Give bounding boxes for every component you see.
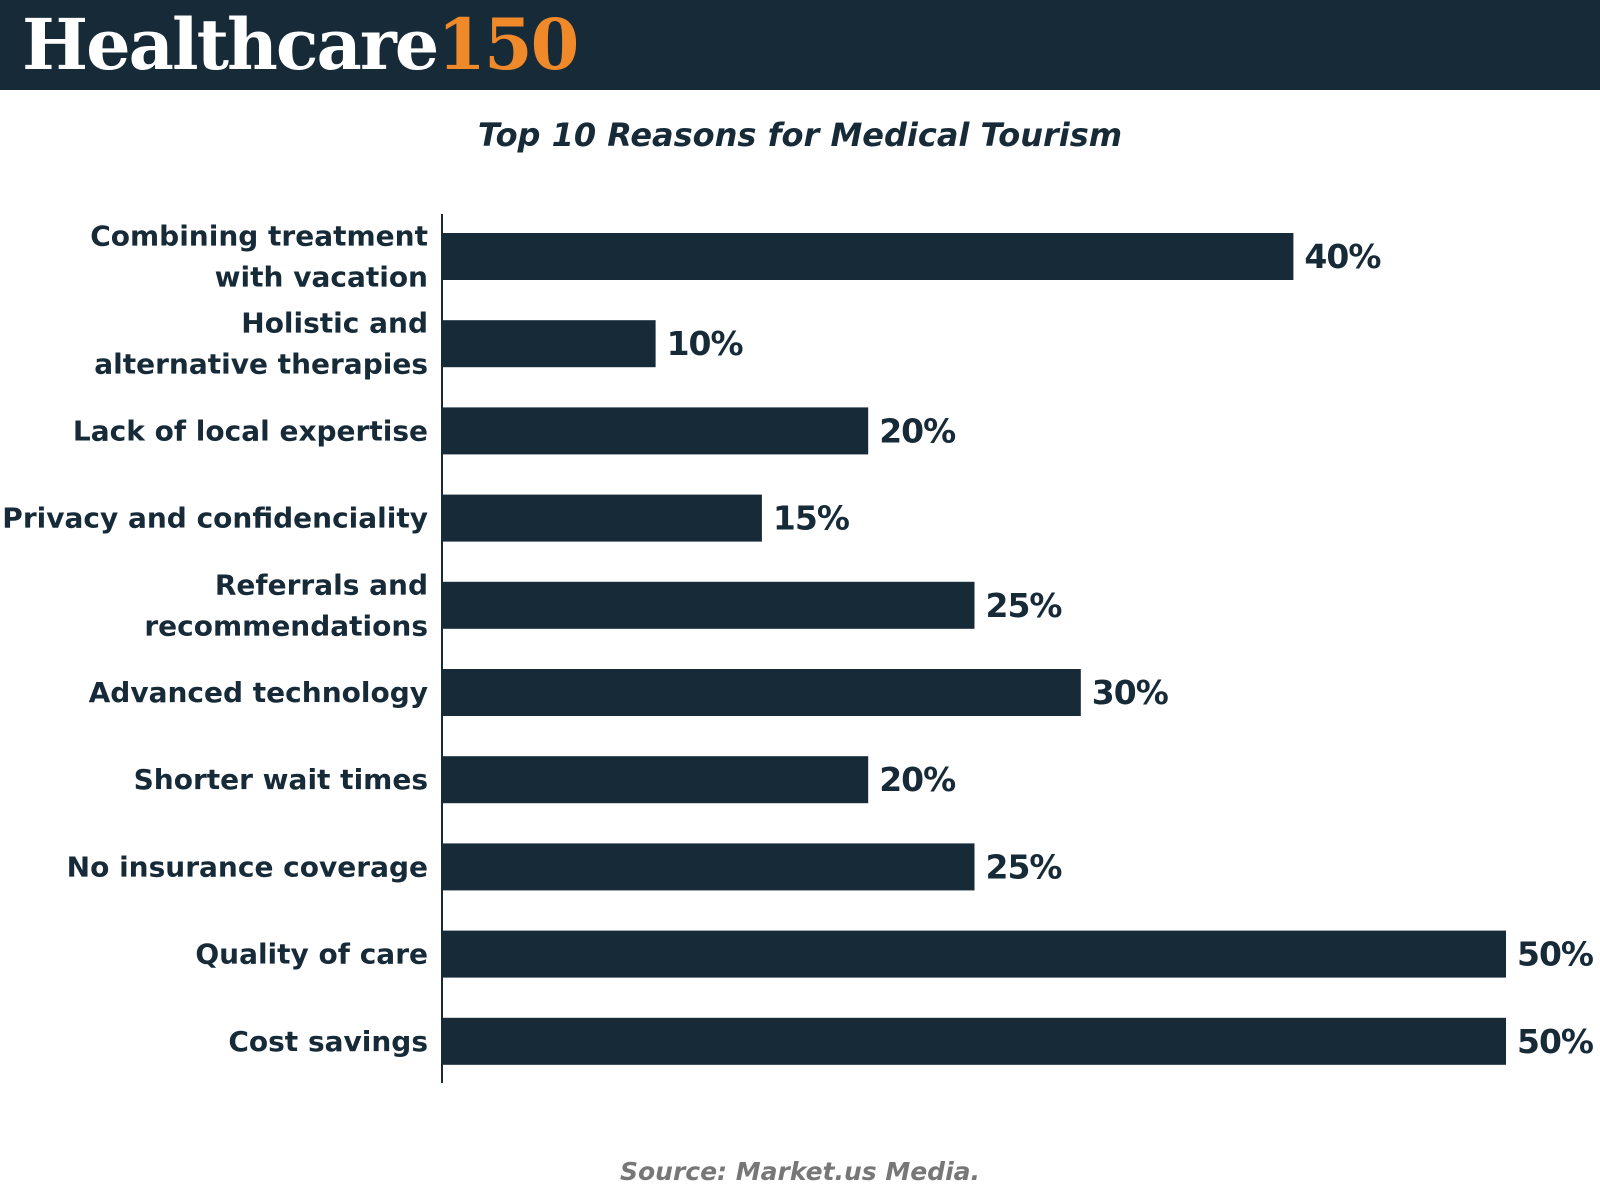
data-label-2: 20% [879,411,956,450]
brand-logo: Healthcare150 [22,0,579,90]
data-label-7: 25% [986,847,1063,886]
category-label-0-line-1: with vacation [215,261,428,294]
category-label-4-line-0: Referrals and [215,568,428,601]
category-label-3-line-0: Privacy and confidenciality [2,502,428,535]
category-label-7-line-0: No insurance coverage [67,850,428,883]
bar-1 [443,320,656,368]
bar-6 [443,756,869,804]
category-label-8-line-0: Quality of care [195,938,428,971]
bar-2 [443,407,869,455]
category-label-9-line-0: Cost savings [228,1025,428,1058]
bar-7 [443,843,975,891]
brand-number: 150 [437,3,579,86]
bar-5 [443,669,1081,716]
bar-4 [443,581,975,629]
category-label-2-line-0: Lack of local expertise [73,414,428,447]
category-label-1-line-1: alternative therapies [94,348,428,381]
category-label-0-line-0: Combining treatment [90,220,428,253]
bar-0 [443,233,1294,280]
category-label-4-line-1: recommendations [144,609,428,642]
data-label-9: 50% [1517,1022,1594,1061]
bar-3 [443,494,762,542]
data-label-5: 30% [1092,673,1169,712]
data-label-0: 40% [1304,237,1381,276]
category-label-5-line-0: Advanced technology [89,676,428,709]
category-label-6-line-0: Shorter wait times [134,763,428,796]
bar-9 [443,1017,1506,1065]
data-label-4: 25% [986,586,1063,625]
bar-8 [443,930,1506,978]
data-label-1: 10% [667,324,744,363]
bar-chart: 40% Combining treatment with vacation 10% Ho… [2,214,1595,1083]
source-note: Source: Market.us Media. [619,1157,981,1186]
data-label-6: 20% [879,760,956,799]
data-label-3: 15% [773,499,850,538]
chart-title: Top 10 Reasons for Medical Tourism [477,116,1123,154]
category-label-1-line-0: Holistic and [241,307,428,340]
data-label-8: 50% [1517,935,1594,974]
brand-name: Healthcare [22,3,439,86]
header-banner: Healthcare150 [0,0,1600,90]
